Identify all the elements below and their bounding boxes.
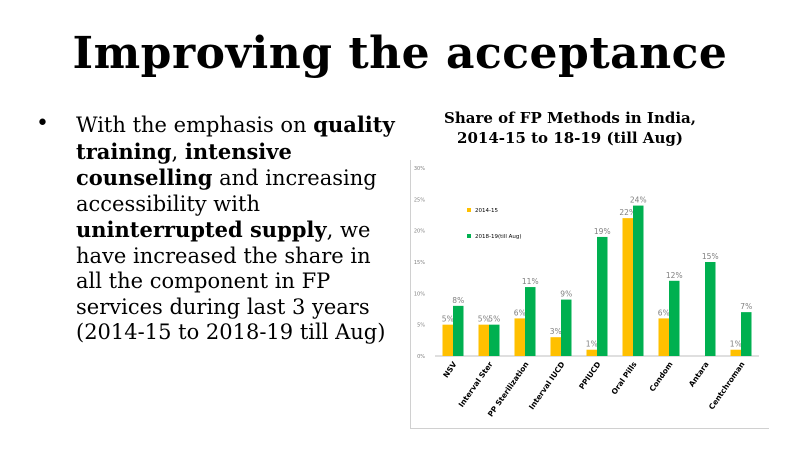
bar-2014-15: [514, 318, 525, 356]
bullet-segment: With the emphasis on: [76, 113, 314, 137]
data-label: 8%: [452, 296, 464, 305]
x-category-label: Condom: [648, 360, 675, 393]
bar-2018-19(till Aug): [669, 280, 680, 356]
y-tick-label: 30%: [414, 166, 425, 172]
bar-2014-15: [550, 337, 561, 356]
data-label: 19%: [594, 227, 611, 236]
bullet-text: With the emphasis on quality training, i…: [76, 112, 396, 346]
x-category-label: Interval IUCD: [527, 360, 567, 411]
bar-2014-15: [730, 349, 741, 356]
legend-swatch: [467, 208, 471, 212]
data-label: 5%: [478, 315, 490, 324]
bar-2018-19(till Aug): [489, 324, 500, 356]
bullet-icon: •: [36, 111, 49, 136]
x-category-label: Interval Ster: [457, 360, 495, 409]
y-tick-label: 10%: [414, 291, 425, 297]
data-label: 5%: [488, 315, 500, 324]
bar-2018-19(till Aug): [453, 305, 464, 356]
bar-2014-15: [586, 349, 597, 356]
bar-2018-19(till Aug): [525, 287, 536, 356]
legend-label: 2014-15: [475, 208, 498, 214]
legend-label: 2018-19(till Aug): [475, 234, 522, 240]
data-label: 1%: [730, 340, 742, 349]
x-category-label: Centchroman: [707, 360, 747, 411]
bullet-emphasis: quality training: [76, 112, 395, 164]
bar-2014-15: [622, 218, 633, 356]
bar-2014-15: [658, 318, 669, 356]
data-label: 22%: [619, 208, 636, 217]
chart-title: Share of FP Methods in India, 2014-15 to…: [444, 109, 696, 147]
bar-2014-15: [478, 324, 489, 356]
y-tick-label: 5%: [417, 323, 425, 329]
data-label: 9%: [560, 290, 572, 299]
data-label: 24%: [630, 196, 647, 205]
data-label: 3%: [550, 327, 562, 336]
bullet-segment: , we have increased the share in all the…: [76, 218, 386, 344]
data-label: 6%: [658, 308, 670, 317]
bar-2018-19(till Aug): [597, 236, 608, 356]
data-label: 1%: [586, 340, 598, 349]
bar-2018-19(till Aug): [705, 262, 716, 356]
bar-2014-15: [442, 324, 453, 356]
x-category-label: PPIUCD: [577, 360, 603, 391]
data-label: 15%: [702, 252, 719, 261]
y-tick-label: 0%: [417, 354, 425, 360]
chart-frame: 0% 5% 10% 15% 20% 25% 30% 5% 8% NSV 5% 5% Interval S…: [410, 160, 769, 429]
bullet-emphasis: uninterrupted supply: [76, 217, 327, 242]
data-label: 6%: [514, 308, 526, 317]
x-category-label: Oral Pills: [609, 360, 638, 397]
bullet-segment: and increasing accessibility with: [76, 166, 377, 216]
data-label: 7%: [740, 302, 752, 311]
x-category-label: NSV: [441, 360, 459, 380]
y-tick-label: 15%: [414, 260, 425, 266]
data-label: 12%: [666, 271, 683, 280]
bar-2018-19(till Aug): [561, 299, 572, 356]
legend-swatch: [467, 234, 471, 238]
x-category-label: PP Sterilization: [486, 360, 531, 419]
data-label: 5%: [442, 315, 454, 324]
bar-2018-19(till Aug): [633, 205, 644, 356]
slide-title: Improving the acceptance: [72, 28, 728, 79]
x-category-label: Antara: [687, 360, 711, 389]
bullet-point: • With the emphasis on quality training,…: [36, 112, 396, 346]
y-tick-label: 25%: [414, 197, 425, 203]
data-label: 11%: [522, 277, 539, 286]
y-tick-label: 20%: [414, 229, 425, 235]
bullet-segment: ,: [171, 139, 185, 164]
bullet-emphasis: intensive counselling: [76, 138, 292, 191]
bar-2018-19(till Aug): [741, 312, 752, 356]
